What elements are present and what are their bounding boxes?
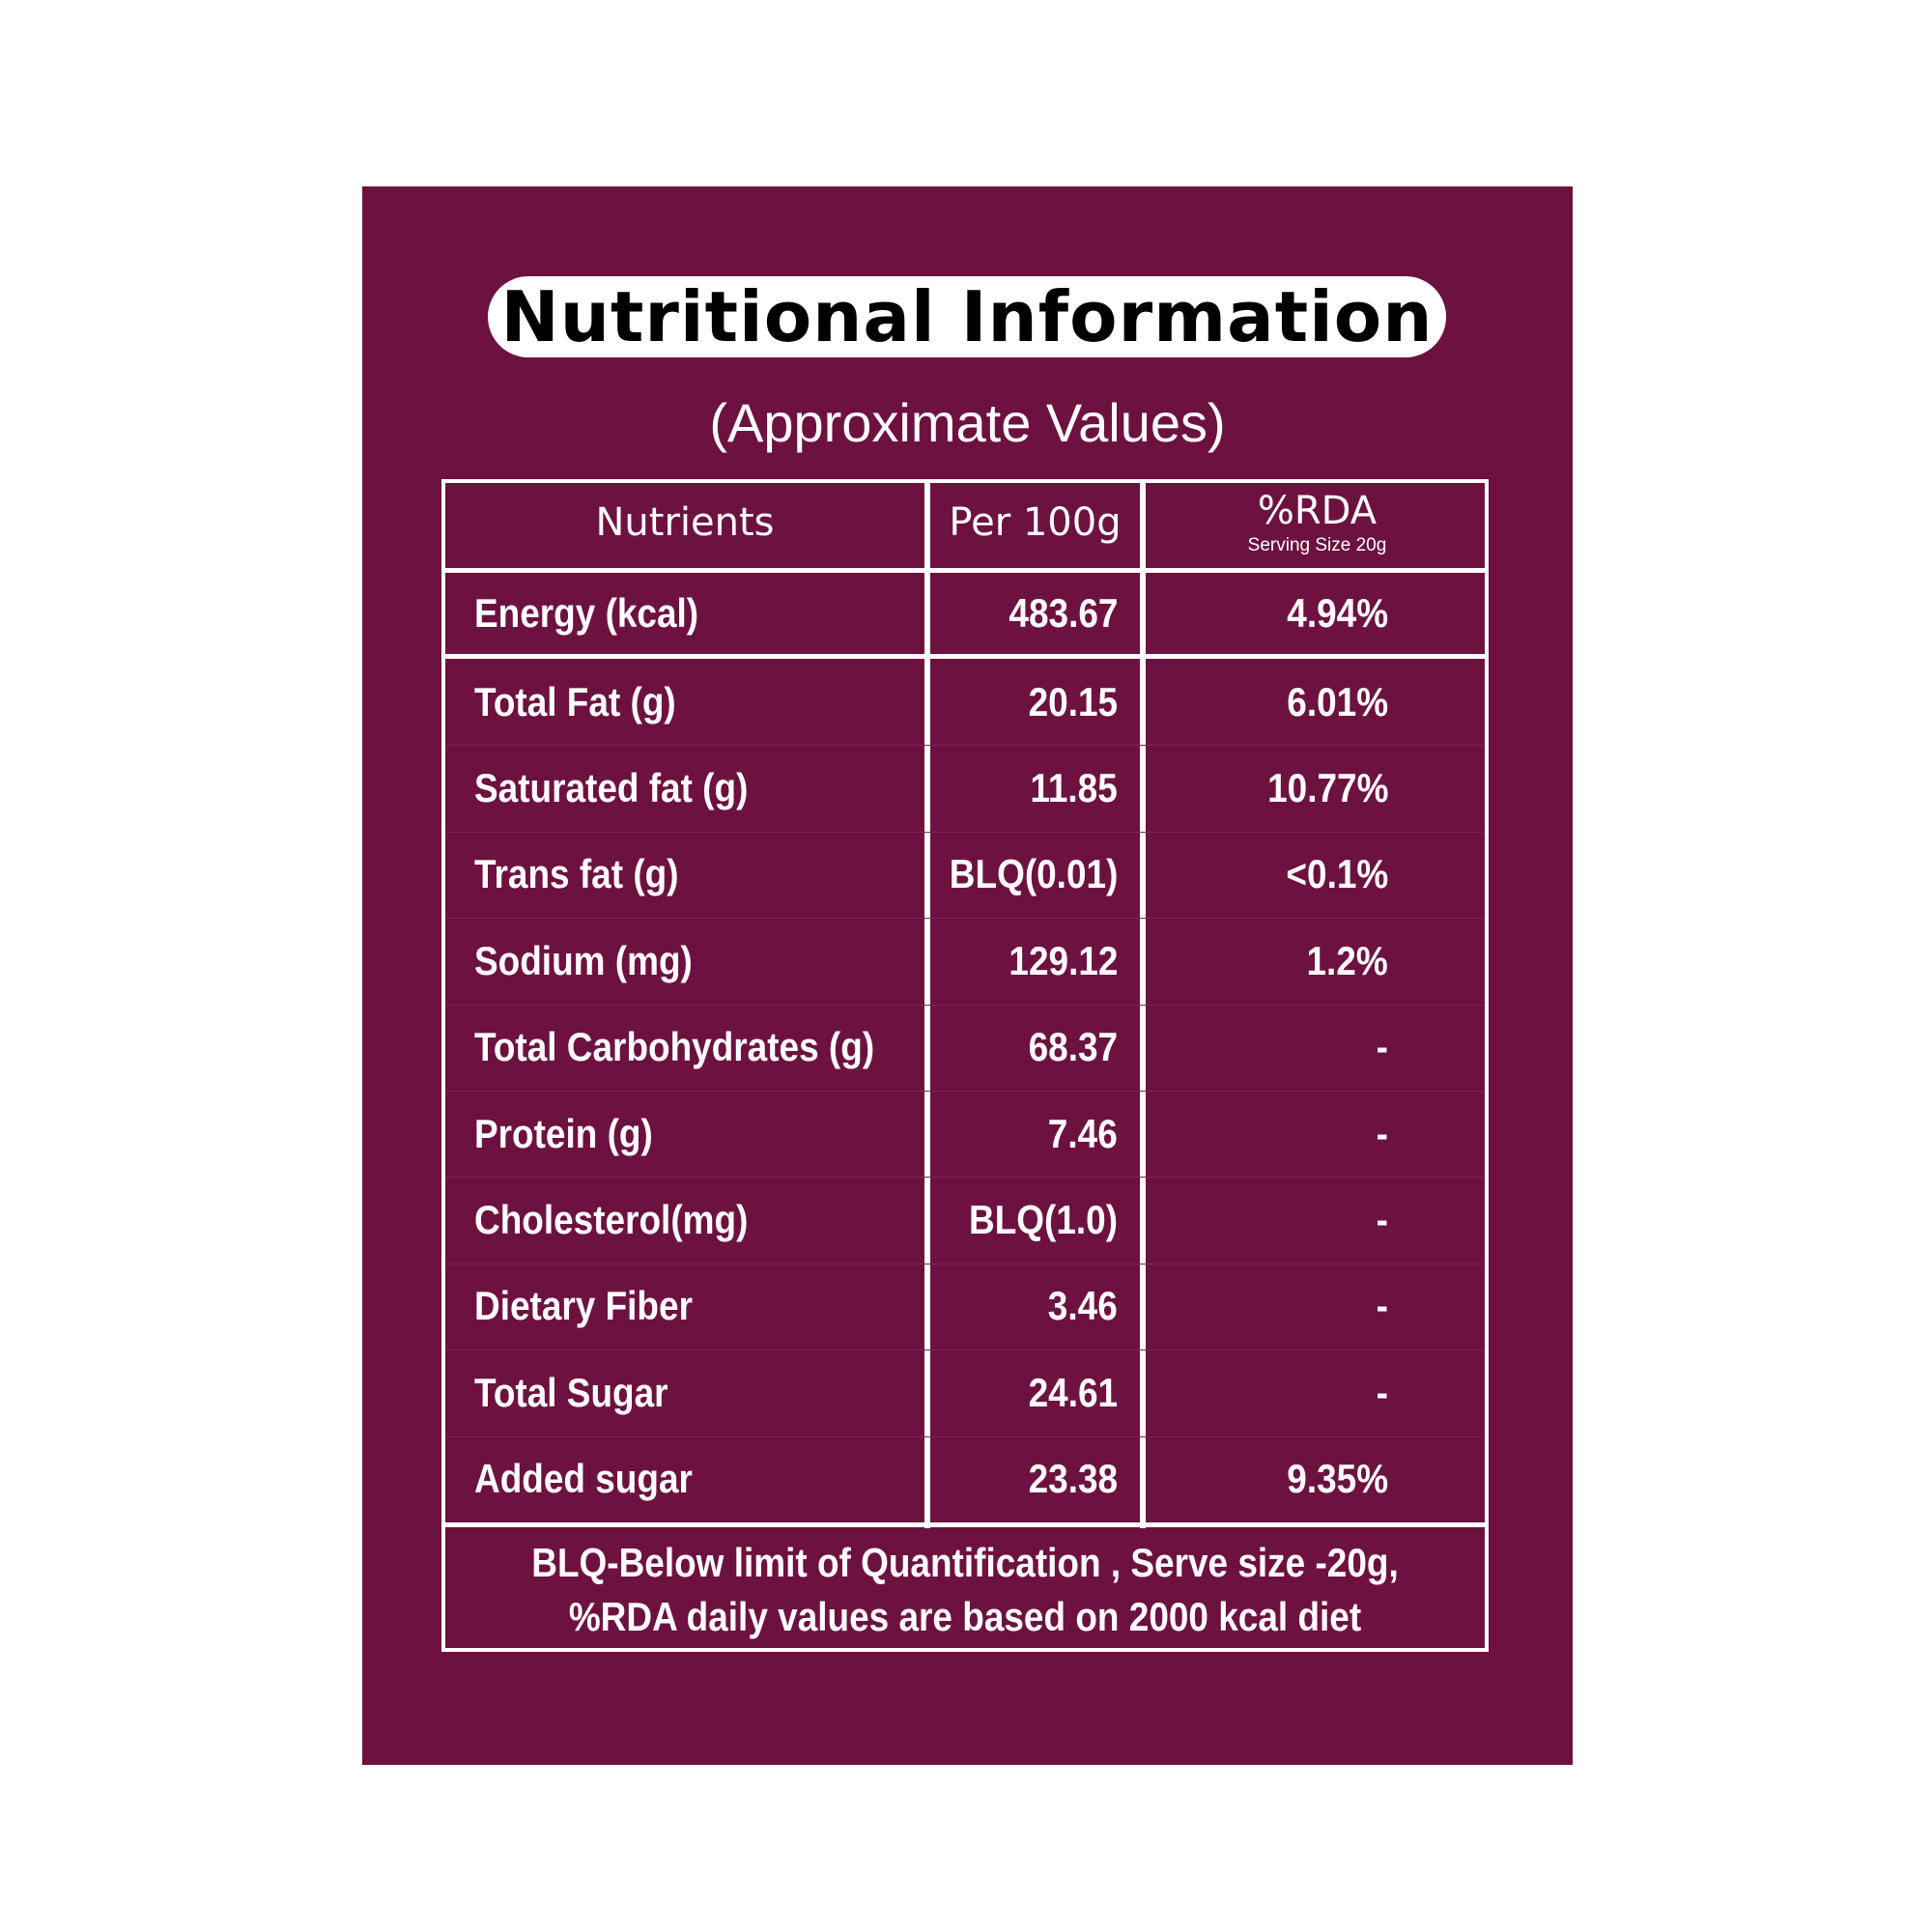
row-separator <box>445 745 1485 747</box>
nutrient-rda: 6.01% <box>1287 678 1388 724</box>
header-rda: %RDA <box>1257 489 1378 533</box>
footnote: BLQ-Below limit of Quantification , Serv… <box>508 1528 1423 1652</box>
nutrient-name: Trans fat (g) <box>474 851 679 897</box>
nutrient-name: Sodium (mg) <box>474 937 693 983</box>
row-separator <box>445 1435 1485 1437</box>
header-rda-serving: Serving Size 20g <box>1247 535 1387 555</box>
nutrient-rda: 10.77% <box>1266 765 1388 811</box>
nutrient-per-100g: 68.37 <box>1028 1024 1118 1070</box>
nutrient-rda: 9.35% <box>1287 1456 1388 1502</box>
label-panel <box>362 186 1573 1765</box>
row-divider <box>445 654 1485 659</box>
nutrient-per-100g: 7.46 <box>1048 1110 1118 1156</box>
nutrient-name: Saturated fat (g) <box>474 765 749 811</box>
row-separator <box>445 918 1485 920</box>
nutrient-per-100g: BLQ(1.0) <box>968 1197 1118 1243</box>
nutrient-rda: - <box>1376 1110 1388 1156</box>
row-separator <box>445 1004 1485 1006</box>
nutrient-name: Total Carbohydrates (g) <box>474 1024 875 1070</box>
subtitle: (Approximate Values) <box>709 392 1226 453</box>
nutrient-per-100g: 24.61 <box>1028 1369 1118 1415</box>
footnote-line-1: BLQ-Below limit of Quantification , Serv… <box>531 1540 1399 1585</box>
nutrient-name: Total Sugar <box>474 1369 668 1415</box>
nutrient-rda: - <box>1376 1283 1388 1329</box>
nutrient-per-100g: 3.46 <box>1048 1283 1118 1329</box>
column-divider <box>924 483 930 1528</box>
header-nutrients: Nutrients <box>595 500 775 545</box>
nutrient-name: Added sugar <box>474 1456 693 1502</box>
header-per-100g: Per 100g <box>949 500 1122 545</box>
nutrient-rda: 1.2% <box>1306 937 1388 983</box>
nutrient-per-100g: 129.12 <box>1008 937 1118 983</box>
nutrient-rda: 4.94% <box>1287 590 1388 636</box>
row-divider <box>445 568 1485 573</box>
nutrient-name: Protein (g) <box>474 1110 653 1156</box>
nutrition-table: Nutrients Per 100g %RDA Serving Size 20g… <box>441 479 1489 1652</box>
row-separator <box>445 1177 1485 1179</box>
nutrient-name: Energy (kcal) <box>474 590 699 636</box>
nutrient-rda: <0.1% <box>1286 851 1388 897</box>
nutrient-per-100g: 483.67 <box>1008 590 1118 636</box>
column-divider <box>1140 483 1146 1528</box>
row-separator <box>445 831 1485 833</box>
nutrient-name: Total Fat (g) <box>474 678 676 724</box>
nutrient-name: Dietary Fiber <box>474 1283 693 1329</box>
nutrient-rda: - <box>1376 1024 1388 1070</box>
nutrient-per-100g: 11.85 <box>1030 765 1118 811</box>
footnote-line-2: %RDA daily values are based on 2000 kcal… <box>568 1594 1362 1639</box>
row-separator <box>445 1091 1485 1092</box>
page-title: Nutritional Information <box>488 276 1446 357</box>
nutrient-name: Cholesterol(mg) <box>474 1197 749 1243</box>
nutrient-rda: - <box>1376 1197 1388 1243</box>
nutrient-per-100g: BLQ(0.01) <box>949 851 1118 897</box>
nutrient-per-100g: 20.15 <box>1028 678 1118 724</box>
nutrient-per-100g: 23.38 <box>1028 1456 1118 1502</box>
nutrient-rda: - <box>1376 1369 1388 1415</box>
row-divider <box>445 1522 1485 1527</box>
